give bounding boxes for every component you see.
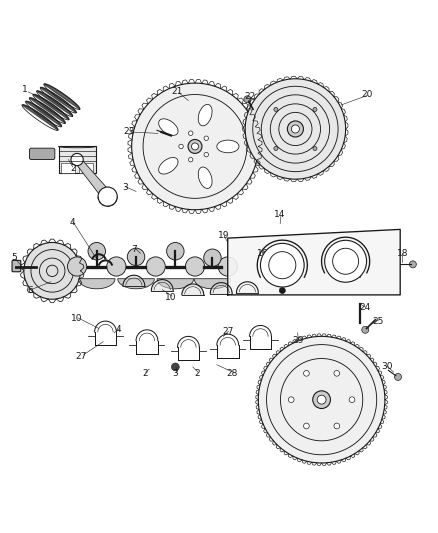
Text: 25: 25	[373, 317, 384, 326]
Polygon shape	[26, 101, 62, 127]
Circle shape	[179, 144, 183, 149]
Polygon shape	[194, 279, 231, 289]
Polygon shape	[228, 229, 400, 295]
Circle shape	[244, 96, 251, 103]
Polygon shape	[40, 87, 76, 112]
Circle shape	[274, 147, 278, 150]
Ellipse shape	[159, 157, 178, 174]
Circle shape	[395, 374, 402, 381]
Text: 16: 16	[257, 249, 268, 258]
Bar	[79, 164, 93, 173]
Text: 23: 23	[124, 127, 135, 136]
Circle shape	[146, 257, 165, 276]
Text: 21: 21	[172, 87, 183, 96]
Text: 17: 17	[353, 271, 364, 280]
Circle shape	[334, 370, 339, 376]
Circle shape	[274, 108, 278, 111]
Text: 19: 19	[218, 231, 229, 240]
Text: 10: 10	[165, 293, 177, 302]
Text: 2: 2	[142, 369, 148, 378]
Text: 6: 6	[28, 286, 33, 295]
Ellipse shape	[159, 119, 178, 135]
Bar	[61, 164, 75, 173]
Text: 10: 10	[71, 314, 83, 324]
Polygon shape	[33, 94, 69, 119]
Text: 7: 7	[131, 245, 137, 254]
Circle shape	[132, 83, 258, 210]
Circle shape	[287, 121, 304, 137]
Circle shape	[334, 423, 339, 429]
Circle shape	[71, 154, 83, 166]
Circle shape	[166, 243, 184, 260]
Circle shape	[185, 257, 205, 276]
Circle shape	[188, 157, 193, 162]
Text: 27: 27	[76, 351, 87, 360]
Text: 27: 27	[222, 327, 233, 336]
Bar	[59, 147, 95, 173]
Circle shape	[325, 240, 367, 282]
Circle shape	[313, 391, 330, 408]
Circle shape	[188, 140, 202, 154]
Circle shape	[313, 108, 317, 111]
Circle shape	[245, 79, 346, 179]
Circle shape	[204, 152, 208, 157]
Circle shape	[291, 125, 300, 133]
Polygon shape	[37, 91, 73, 116]
Circle shape	[127, 248, 145, 265]
Circle shape	[261, 244, 304, 287]
Polygon shape	[78, 279, 115, 289]
Text: 15: 15	[279, 253, 290, 262]
Polygon shape	[22, 105, 58, 130]
Text: 20: 20	[362, 90, 373, 99]
Ellipse shape	[217, 140, 239, 153]
Circle shape	[288, 397, 294, 402]
Text: 24: 24	[360, 303, 371, 312]
Text: 29: 29	[292, 336, 303, 345]
Circle shape	[304, 423, 309, 429]
Text: 1: 1	[22, 85, 28, 94]
Text: 3: 3	[122, 183, 128, 192]
Circle shape	[313, 147, 317, 150]
Text: 14: 14	[275, 209, 286, 219]
Polygon shape	[44, 84, 80, 109]
Text: 22: 22	[244, 92, 255, 101]
Circle shape	[349, 397, 355, 402]
Circle shape	[218, 257, 237, 276]
Text: 2: 2	[70, 164, 75, 173]
Text: 30: 30	[381, 362, 393, 372]
Text: 28: 28	[226, 369, 238, 378]
Polygon shape	[74, 157, 112, 200]
Text: 4: 4	[116, 325, 121, 334]
Text: 3: 3	[173, 369, 178, 378]
Circle shape	[98, 187, 117, 206]
Circle shape	[191, 143, 198, 150]
Text: 4: 4	[70, 219, 75, 228]
Circle shape	[279, 287, 286, 294]
Circle shape	[410, 261, 417, 268]
Text: 2: 2	[194, 369, 200, 378]
Circle shape	[362, 326, 369, 333]
Polygon shape	[29, 98, 65, 123]
Circle shape	[88, 243, 106, 260]
Circle shape	[304, 370, 309, 376]
Circle shape	[171, 363, 179, 371]
Polygon shape	[118, 279, 154, 289]
Ellipse shape	[198, 104, 212, 126]
FancyBboxPatch shape	[12, 261, 21, 272]
Circle shape	[67, 257, 87, 276]
Ellipse shape	[198, 167, 212, 189]
Circle shape	[107, 257, 126, 276]
Circle shape	[24, 243, 81, 299]
Text: 18: 18	[397, 249, 408, 258]
Circle shape	[188, 131, 193, 135]
Polygon shape	[157, 279, 194, 289]
Circle shape	[317, 395, 326, 404]
FancyBboxPatch shape	[29, 148, 55, 159]
Circle shape	[204, 136, 208, 141]
Circle shape	[204, 249, 221, 266]
Text: 5: 5	[11, 253, 17, 262]
Circle shape	[258, 336, 385, 463]
